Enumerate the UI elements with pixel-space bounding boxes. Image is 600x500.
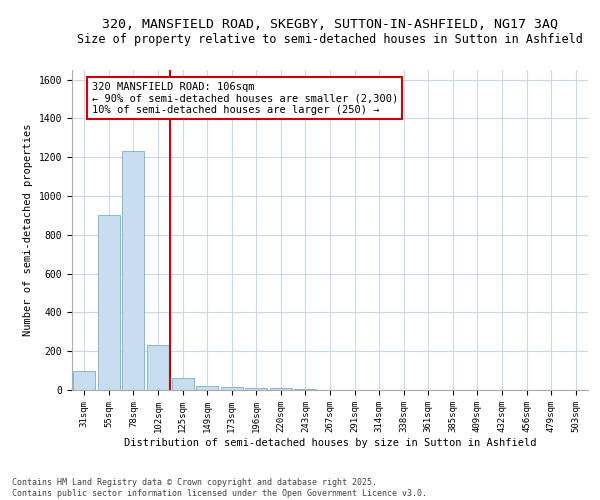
Bar xyxy=(221,387,243,390)
Bar xyxy=(73,370,95,390)
Bar xyxy=(122,152,145,390)
Bar xyxy=(196,386,218,390)
Bar xyxy=(270,388,292,390)
Y-axis label: Number of semi-detached properties: Number of semi-detached properties xyxy=(23,124,33,336)
Bar xyxy=(147,346,169,390)
Text: Size of property relative to semi-detached houses in Sutton in Ashfield: Size of property relative to semi-detach… xyxy=(77,32,583,46)
Text: 320, MANSFIELD ROAD, SKEGBY, SUTTON-IN-ASHFIELD, NG17 3AQ: 320, MANSFIELD ROAD, SKEGBY, SUTTON-IN-A… xyxy=(102,18,558,30)
Bar xyxy=(172,378,194,390)
Bar xyxy=(245,388,268,390)
Text: Contains HM Land Registry data © Crown copyright and database right 2025.
Contai: Contains HM Land Registry data © Crown c… xyxy=(12,478,427,498)
Text: 320 MANSFIELD ROAD: 106sqm
← 90% of semi-detached houses are smaller (2,300)
10%: 320 MANSFIELD ROAD: 106sqm ← 90% of semi… xyxy=(92,82,398,115)
X-axis label: Distribution of semi-detached houses by size in Sutton in Ashfield: Distribution of semi-detached houses by … xyxy=(124,438,536,448)
Bar xyxy=(295,389,316,390)
Bar xyxy=(98,216,120,390)
